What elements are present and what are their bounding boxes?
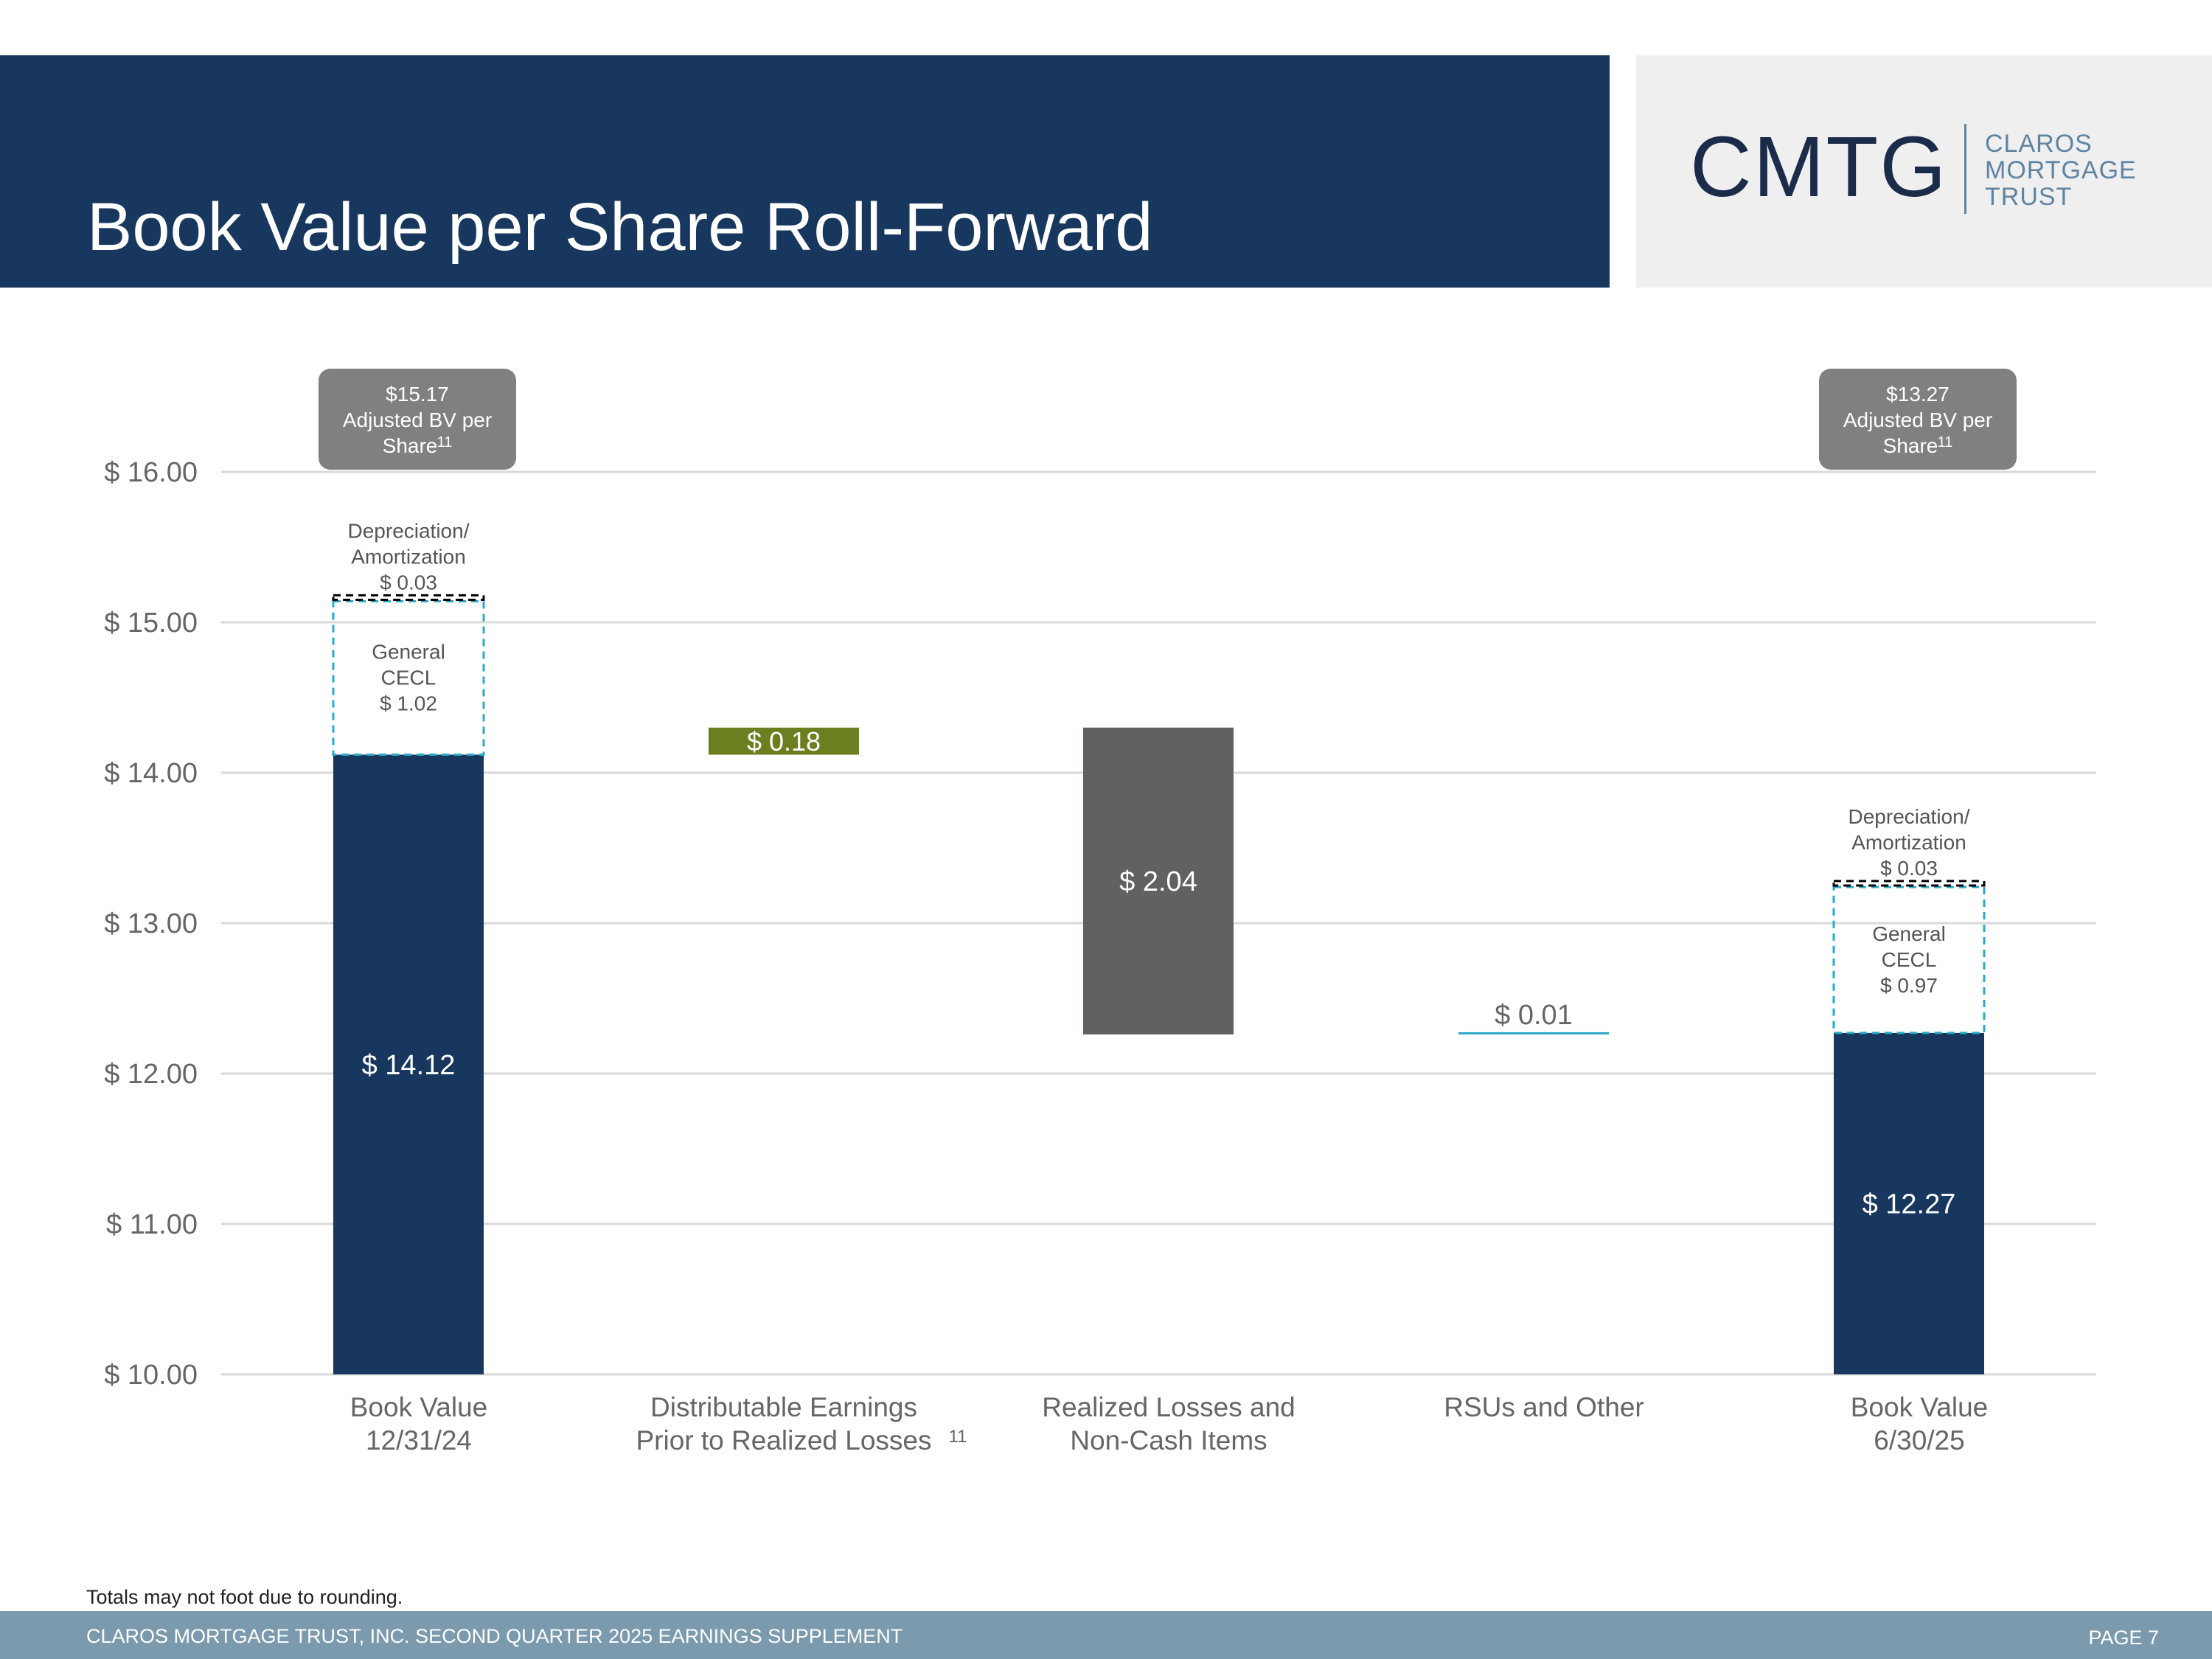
y-tick-label: $ 15.00 xyxy=(104,608,198,639)
logo-word-1: CLAROS xyxy=(1985,130,2093,158)
cecl-label: General xyxy=(1872,922,1946,945)
cecl-label: General xyxy=(372,640,445,663)
x-category-label: Book Value xyxy=(350,1392,488,1422)
y-tick-label: $ 12.00 xyxy=(104,1059,198,1090)
da-label: $ 0.03 xyxy=(1880,857,1938,880)
badge-superscript: 11 xyxy=(1938,434,1953,451)
bar-0 xyxy=(333,754,484,1374)
x-category-label: Prior to Realized Losses xyxy=(636,1425,931,1455)
cecl-label: $ 1.02 xyxy=(380,692,437,714)
bar-1 xyxy=(709,727,859,755)
logo-mark: CMTG xyxy=(1690,119,1948,215)
cecl-label: CECL xyxy=(381,666,437,689)
logo-word-3: TRUST xyxy=(1985,183,2073,211)
y-tick-label: $ 13.00 xyxy=(104,908,198,939)
logo-word-2: MORTGAGE xyxy=(1985,156,2137,184)
da-box xyxy=(332,594,485,601)
y-tick-label: $ 10.00 xyxy=(104,1360,198,1391)
x-category-label: 12/31/24 xyxy=(366,1425,472,1455)
adjusted-bv-badge xyxy=(1819,369,2017,470)
badge-text: Adjusted BV per xyxy=(1843,408,1992,431)
badge-superscript: 11 xyxy=(437,434,453,451)
footer-text: CLAROS MORTGAGE TRUST, INC. SECOND QUART… xyxy=(86,1625,903,1647)
x-category-superscript: 11 xyxy=(949,1427,967,1447)
badge-text: Share xyxy=(1883,434,1938,457)
bar-label-0: $ 14.12 xyxy=(362,1050,456,1081)
y-tick-label: $ 16.00 xyxy=(104,457,198,488)
badge-text: $15.17 xyxy=(386,383,449,406)
cecl-label: $ 0.97 xyxy=(1880,974,1938,997)
x-category-label: 6/30/25 xyxy=(1874,1425,1964,1455)
logo-words: CLAROS MORTGAGE TRUST xyxy=(1985,131,2137,210)
x-category-label: Book Value xyxy=(1851,1392,1989,1422)
da-label: $ 0.03 xyxy=(380,571,437,594)
badge-text: Adjusted BV per xyxy=(343,408,492,431)
footnote: Totals may not foot due to rounding. xyxy=(86,1586,403,1608)
cecl-box xyxy=(1832,886,1986,1034)
bar-4 xyxy=(1834,1032,1984,1374)
badge-text: $13.27 xyxy=(1886,383,1950,406)
bar-label-rsus-other: $ 0.01 xyxy=(1495,1000,1573,1031)
da-label: Amortization xyxy=(351,545,466,568)
logo-box xyxy=(1636,55,2212,288)
x-category-label: Non-Cash Items xyxy=(1070,1425,1267,1455)
x-category-label: RSUs and Other xyxy=(1444,1392,1644,1422)
da-label: Depreciation/ xyxy=(348,519,470,542)
x-category-label: Distributable Earnings xyxy=(650,1392,917,1422)
adjusted-bv-badge xyxy=(319,369,516,470)
cecl-label: CECL xyxy=(1882,948,1937,971)
footer-band xyxy=(0,1611,2212,1659)
da-box xyxy=(1832,880,1986,887)
y-tick-label: $ 11.00 xyxy=(106,1209,198,1240)
da-label: Amortization xyxy=(1851,831,1966,854)
bar-label-2: $ 2.04 xyxy=(1119,866,1197,897)
bar-label-1: $ 0.18 xyxy=(747,726,821,757)
x-category-label: Realized Losses and xyxy=(1042,1392,1295,1422)
page-number: PAGE 7 xyxy=(2088,1627,2159,1649)
bar-2 xyxy=(1083,727,1234,1034)
page-title: Book Value per Share Roll-Forward xyxy=(87,189,1153,265)
header-band xyxy=(0,55,1610,288)
bar-rsus-other xyxy=(1458,1032,1609,1034)
da-label: Depreciation/ xyxy=(1848,805,1970,828)
cecl-box xyxy=(332,599,485,757)
y-tick-label: $ 14.00 xyxy=(104,758,198,789)
bar-label-4: $ 12.27 xyxy=(1863,1189,1956,1220)
badge-text: Share xyxy=(383,434,438,457)
logo-divider xyxy=(1964,124,1966,214)
